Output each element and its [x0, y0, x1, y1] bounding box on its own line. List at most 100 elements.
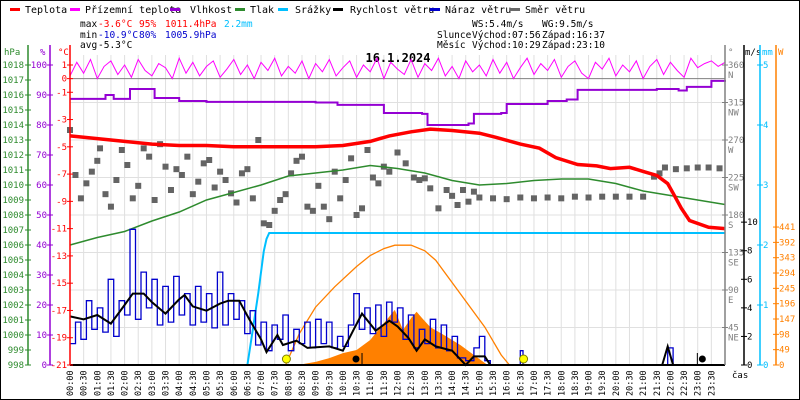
wind-direction-point — [217, 168, 224, 175]
wind-direction-point — [612, 193, 619, 200]
axis-tick-label-rain: 1 — [763, 301, 768, 311]
wind-direction-point — [342, 177, 349, 183]
wind-direction-point — [465, 198, 472, 205]
wind-direction-point — [402, 160, 409, 167]
x-tick-label: 14:30 — [462, 370, 472, 396]
wind-direction-point — [394, 149, 401, 156]
legend-label: Teplota — [25, 5, 67, 16]
axis-tick-label-humidity: 70 — [36, 151, 47, 161]
x-tick-label: 13:00 — [421, 370, 431, 396]
axis-tick-label-direction: 315 — [728, 99, 744, 109]
series-solar-radiation — [70, 309, 725, 365]
axis-tick-label-temperature: -17 — [51, 306, 67, 316]
axis-tick-label-pressure: 999 — [8, 346, 24, 356]
wind-direction-point — [189, 191, 196, 198]
wind-direction-point — [77, 195, 84, 202]
wind-direction-point — [249, 195, 256, 202]
axis-tick-label-pressure: 1010 — [2, 181, 24, 191]
wind-direction-point — [331, 168, 338, 175]
axis-tick-label-humidity: 10 — [36, 331, 47, 341]
axis-tick-label-rain: 0 — [763, 361, 768, 371]
moonrise-marker — [352, 355, 360, 363]
axis-tick-label-pressure: 1009 — [2, 196, 24, 206]
axis-tick-label-pressure: 1003 — [2, 286, 24, 296]
wind-direction-point — [683, 165, 690, 172]
wind-direction-point — [135, 182, 142, 189]
axis-tick-label-pressure: 1013 — [2, 136, 24, 146]
axis-unit-wind: m/s — [745, 48, 761, 58]
x-tick-label: 12:30 — [407, 370, 417, 396]
axis-tick-label-solar: 392 — [779, 238, 795, 248]
sunrise-marker — [281, 354, 291, 364]
axis-tick-label-wind: 8 — [747, 247, 752, 257]
wind-direction-point — [129, 195, 136, 202]
axis-tick-label-solar: 196 — [779, 300, 795, 310]
wind-direction-point — [716, 165, 723, 172]
stat-max-humidity: 95% — [139, 19, 156, 30]
x-tick-label: 20:00 — [612, 370, 622, 396]
axis-tick-label-humidity: 60 — [36, 181, 47, 191]
legend-label: Srážky — [295, 4, 331, 16]
axis-tick-label-temperature: -9 — [56, 197, 67, 207]
wind-direction-point — [167, 187, 174, 193]
wind-direction-point — [503, 196, 510, 203]
sunrise-time: Východ:07:56 — [472, 30, 541, 41]
axis-tick-label-pressure: 1002 — [2, 301, 24, 311]
x-tick-label: 02:30 — [134, 370, 144, 396]
axis-tick-label-temperature: -15 — [51, 279, 67, 289]
axis-tick-name-direction: SW — [728, 184, 739, 194]
stat-wind-speed: WS:5.4m/s — [472, 19, 523, 30]
wind-direction-point — [118, 147, 125, 153]
wind-direction-point — [337, 195, 344, 202]
x-tick-label: 04:00 — [175, 370, 185, 396]
wind-direction-point — [449, 192, 456, 199]
axis-tick-label-pressure: 1012 — [2, 151, 24, 161]
wind-direction-point — [364, 147, 371, 153]
wind-direction-point — [266, 222, 273, 228]
axis-tick-label-pressure: 1008 — [2, 211, 24, 221]
wind-direction-point — [151, 197, 158, 203]
x-tick-label: 06:30 — [243, 370, 253, 396]
wind-direction-point — [195, 178, 202, 185]
axis-tick-label-direction: 135 — [728, 249, 744, 259]
axis-tick-label-rain: 2 — [763, 241, 768, 251]
x-tick-label: 20:30 — [625, 370, 635, 396]
axis-tick-label-solar: 294 — [779, 269, 795, 279]
axis-tick-label-humidity: 100 — [31, 61, 47, 71]
axis-tick-label-direction: 180 — [728, 211, 744, 221]
axis-tick-name-direction: E — [728, 296, 733, 306]
wind-direction-point — [107, 203, 114, 210]
legend-swatch-2 — [170, 8, 180, 11]
x-tick-label: 01:30 — [107, 370, 117, 396]
wind-direction-point — [200, 160, 207, 167]
legend-label: Rychlost větru — [350, 4, 434, 16]
wind-direction-point — [490, 195, 497, 202]
x-tick-label: 17:00 — [530, 370, 540, 396]
axis-unit-pressure: hPa — [4, 48, 20, 58]
wind-direction-point — [530, 195, 537, 202]
wind-direction-point — [348, 155, 355, 162]
legend-swatch-3 — [235, 8, 245, 11]
wind-direction-point — [124, 162, 131, 168]
sunset-marker — [519, 354, 529, 364]
axis-tick-name-direction: W — [728, 146, 734, 156]
x-tick-label: 08:30 — [298, 370, 308, 396]
wind-direction-point — [97, 145, 104, 152]
x-tick-label: 15:00 — [475, 370, 485, 396]
wind-direction-point — [585, 194, 592, 201]
axis-tick-label-temperature: -19 — [51, 334, 67, 344]
x-tick-label: 14:00 — [448, 370, 458, 396]
axis-tick-label-humidity: 90 — [36, 91, 47, 101]
wind-direction-point — [640, 193, 647, 200]
axis-tick-name-direction: NE — [728, 334, 739, 344]
x-tick-label: 16:00 — [503, 370, 513, 396]
axis-tick-label-humidity: 20 — [36, 301, 47, 311]
x-tick-label: 06:00 — [230, 370, 240, 396]
wind-direction-point — [386, 168, 393, 175]
wind-direction-point — [277, 197, 284, 203]
sun-label: Slunce — [437, 30, 472, 41]
axis-tick-label-temperature: 0 — [62, 75, 67, 85]
wind-direction-point — [293, 157, 300, 164]
wind-direction-point — [222, 177, 229, 183]
